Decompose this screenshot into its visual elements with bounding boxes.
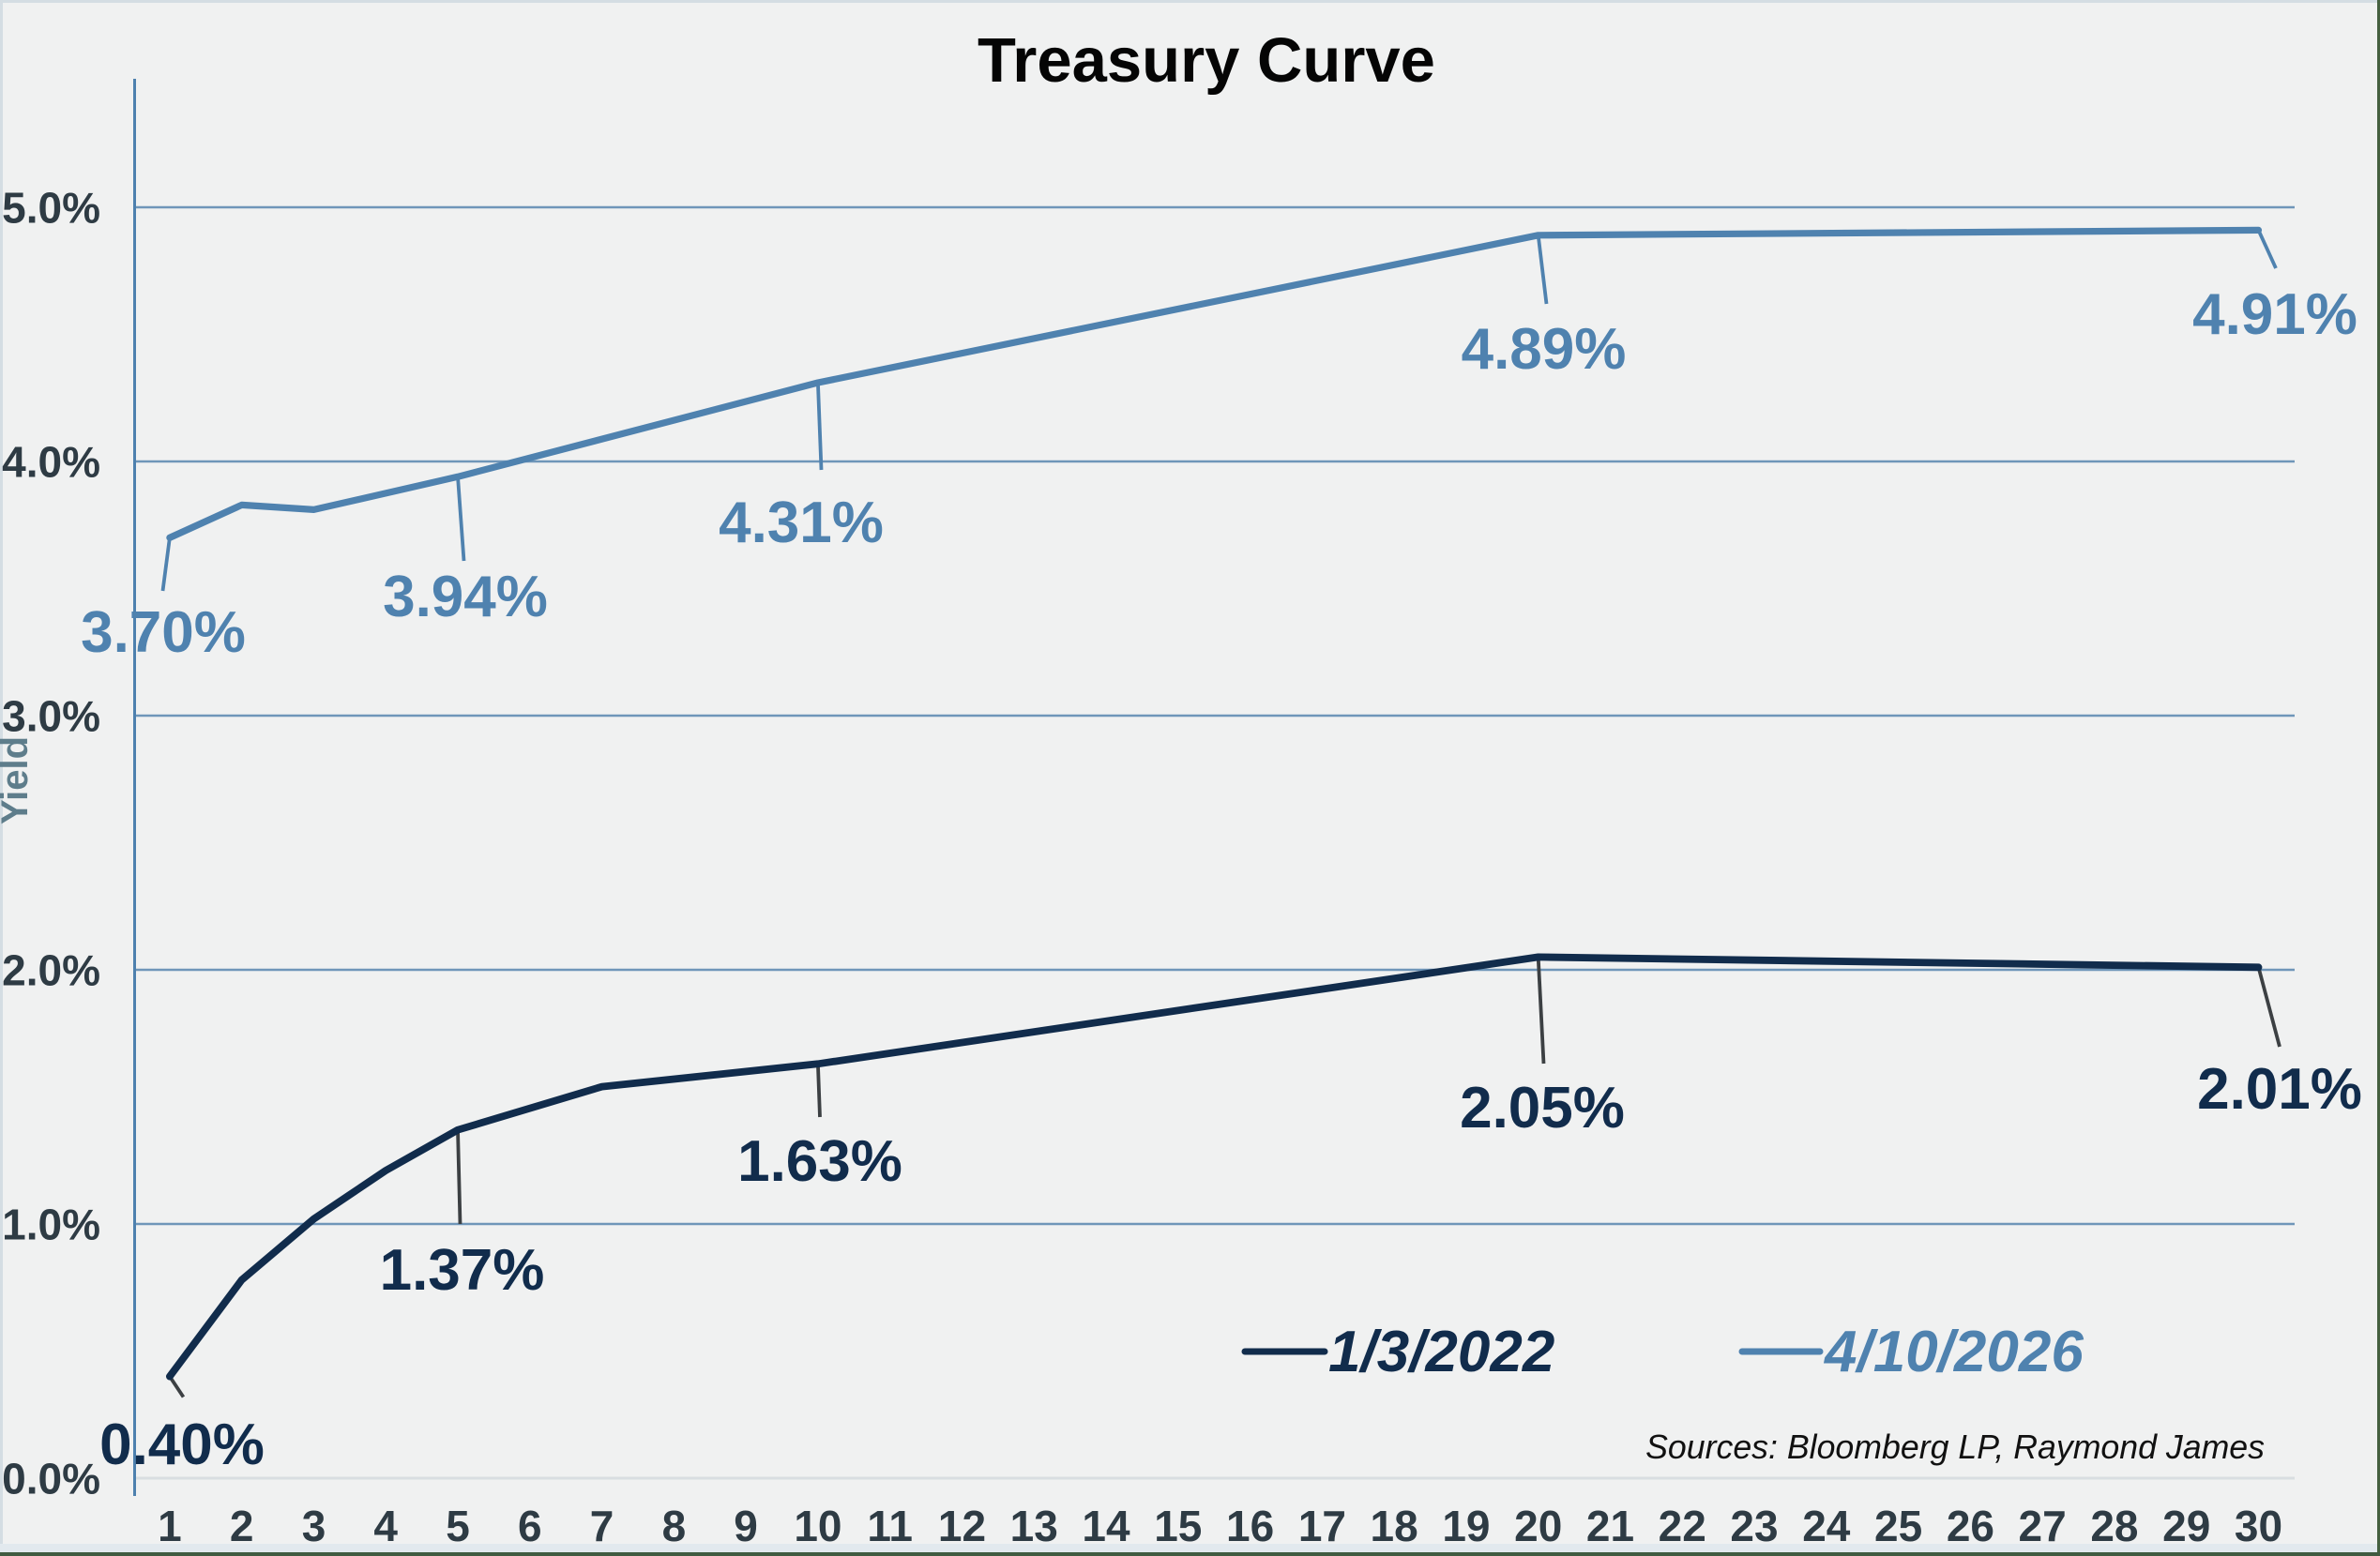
svg-text:30: 30 bbox=[2235, 1502, 2282, 1550]
svg-text:1: 1 bbox=[158, 1502, 182, 1550]
svg-text:Treasury Curve: Treasury Curve bbox=[978, 25, 1435, 96]
svg-text:Sources: Bloomberg LP, Raymond: Sources: Bloomberg LP, Raymond James bbox=[1645, 1428, 2265, 1466]
svg-text:2: 2 bbox=[230, 1502, 254, 1550]
svg-text:5: 5 bbox=[446, 1502, 470, 1550]
svg-text:25: 25 bbox=[1874, 1502, 1922, 1550]
svg-text:18: 18 bbox=[1371, 1502, 1418, 1550]
svg-text:19: 19 bbox=[1442, 1502, 1490, 1550]
svg-text:1.37%: 1.37% bbox=[380, 1238, 545, 1303]
svg-text:21: 21 bbox=[1586, 1502, 1634, 1550]
svg-text:0.0%: 0.0% bbox=[2, 1454, 100, 1503]
svg-text:17: 17 bbox=[1298, 1502, 1346, 1550]
svg-text:28: 28 bbox=[2090, 1502, 2138, 1550]
svg-text:5.0%: 5.0% bbox=[2, 183, 100, 232]
svg-text:2.01%: 2.01% bbox=[2197, 1057, 2362, 1122]
svg-text:14: 14 bbox=[1082, 1502, 1130, 1550]
svg-text:27: 27 bbox=[2019, 1502, 2067, 1550]
svg-text:23: 23 bbox=[1730, 1502, 1778, 1550]
svg-text:4: 4 bbox=[373, 1502, 398, 1550]
svg-text:3.70%: 3.70% bbox=[81, 600, 246, 665]
svg-text:3: 3 bbox=[302, 1502, 326, 1550]
svg-text:12: 12 bbox=[938, 1502, 986, 1550]
svg-text:24: 24 bbox=[1802, 1502, 1851, 1550]
svg-text:10: 10 bbox=[794, 1502, 841, 1550]
svg-text:6: 6 bbox=[518, 1502, 542, 1550]
svg-text:4.89%: 4.89% bbox=[1462, 317, 1627, 382]
svg-text:1/3/2022: 1/3/2022 bbox=[1328, 1320, 1554, 1384]
svg-text:1.0%: 1.0% bbox=[2, 1200, 100, 1248]
svg-text:9: 9 bbox=[734, 1502, 758, 1550]
svg-text:2.05%: 2.05% bbox=[1460, 1076, 1625, 1141]
svg-text:3.94%: 3.94% bbox=[383, 565, 548, 629]
svg-text:15: 15 bbox=[1154, 1502, 1202, 1550]
svg-text:4.0%: 4.0% bbox=[2, 437, 100, 486]
svg-text:1.63%: 1.63% bbox=[737, 1129, 902, 1194]
svg-text:3.0%: 3.0% bbox=[2, 691, 100, 740]
svg-text:7: 7 bbox=[590, 1502, 614, 1550]
svg-text:29: 29 bbox=[2162, 1502, 2210, 1550]
svg-text:22: 22 bbox=[1659, 1502, 1706, 1550]
svg-text:11: 11 bbox=[867, 1502, 913, 1550]
svg-text:Yield: Yield bbox=[0, 736, 36, 824]
svg-text:8: 8 bbox=[662, 1502, 687, 1550]
svg-text:0.40%: 0.40% bbox=[99, 1412, 265, 1477]
svg-text:4.31%: 4.31% bbox=[719, 491, 884, 555]
svg-text:4.91%: 4.91% bbox=[2192, 282, 2357, 347]
svg-text:16: 16 bbox=[1226, 1502, 1274, 1550]
svg-text:4/10/2026: 4/10/2026 bbox=[1823, 1320, 2084, 1384]
svg-text:13: 13 bbox=[1010, 1502, 1058, 1550]
svg-text:2.0%: 2.0% bbox=[2, 945, 100, 994]
svg-text:20: 20 bbox=[1514, 1502, 1562, 1550]
svg-text:26: 26 bbox=[1947, 1502, 1994, 1550]
